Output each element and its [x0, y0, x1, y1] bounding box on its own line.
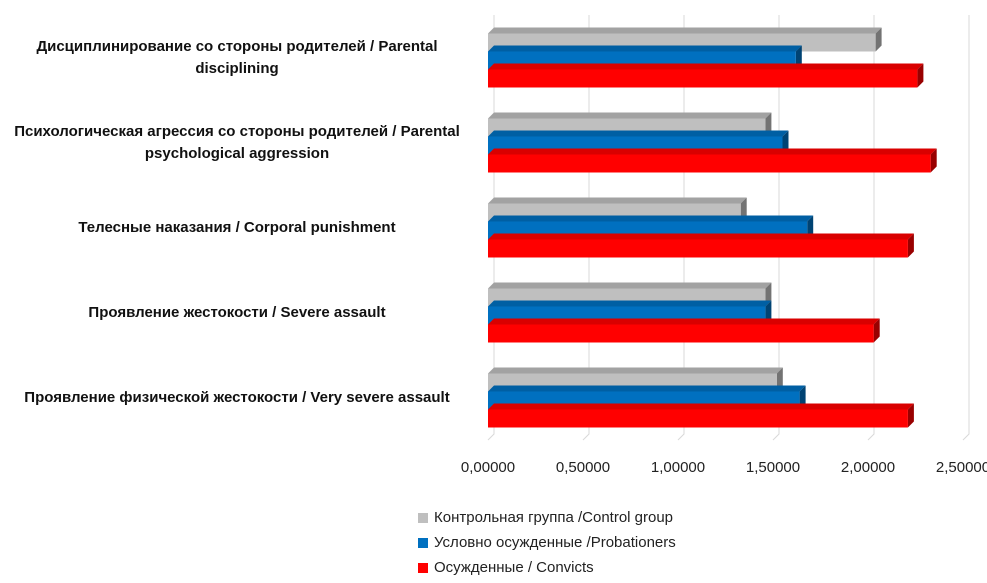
category-label: Проявление жестокости / Severe assault — [88, 303, 386, 321]
bar-top — [488, 403, 914, 410]
bar — [488, 409, 908, 428]
bar-top — [488, 112, 772, 119]
x-tick-label: 2,50000 — [936, 459, 987, 476]
bar-top — [488, 300, 772, 307]
bar-side — [873, 318, 880, 343]
x-tick-label: 1,50000 — [746, 459, 800, 476]
legend-label: Условно осужденные /Probationers — [434, 534, 676, 551]
x-tick-label: 0,00000 — [461, 459, 515, 476]
bar-top — [488, 27, 882, 34]
bar — [488, 154, 931, 173]
grid-line — [962, 15, 970, 441]
bar-top — [488, 45, 802, 52]
bar-top — [488, 385, 806, 392]
bar-side — [930, 148, 937, 173]
bar-top — [488, 282, 772, 289]
legend-label: Контрольная группа /Control group — [434, 509, 673, 526]
category-label: Дисциплинирование со стороны родителей /… — [36, 37, 438, 77]
bar-top — [488, 130, 789, 137]
bar-side — [875, 27, 882, 52]
legend-swatch — [418, 563, 428, 573]
category-label: Психологическая агрессия со стороны роди… — [14, 122, 460, 162]
bar-top — [488, 63, 924, 70]
bar — [488, 69, 918, 88]
bar-top — [488, 367, 783, 374]
legend-label: Осужденные / Convicts — [434, 559, 594, 576]
bar-side — [917, 63, 924, 88]
legend-swatch — [418, 513, 428, 523]
bar-top — [488, 233, 914, 240]
bar-top — [488, 215, 814, 222]
legend-swatch — [418, 538, 428, 548]
category-label: Телесные наказания / Corporal punishment — [78, 218, 396, 236]
bar-side — [907, 403, 914, 428]
bar — [488, 239, 908, 258]
x-tick-label: 2,00000 — [841, 459, 895, 476]
bar-top — [488, 318, 880, 325]
category-label: Проявление физической жестокости / Very … — [24, 388, 450, 406]
bar — [488, 324, 874, 343]
bar-top — [488, 197, 747, 204]
bar-side — [907, 233, 914, 258]
bar-top — [488, 148, 937, 155]
x-tick-label: 0,50000 — [556, 459, 610, 476]
x-tick-label: 1,00000 — [651, 459, 705, 476]
